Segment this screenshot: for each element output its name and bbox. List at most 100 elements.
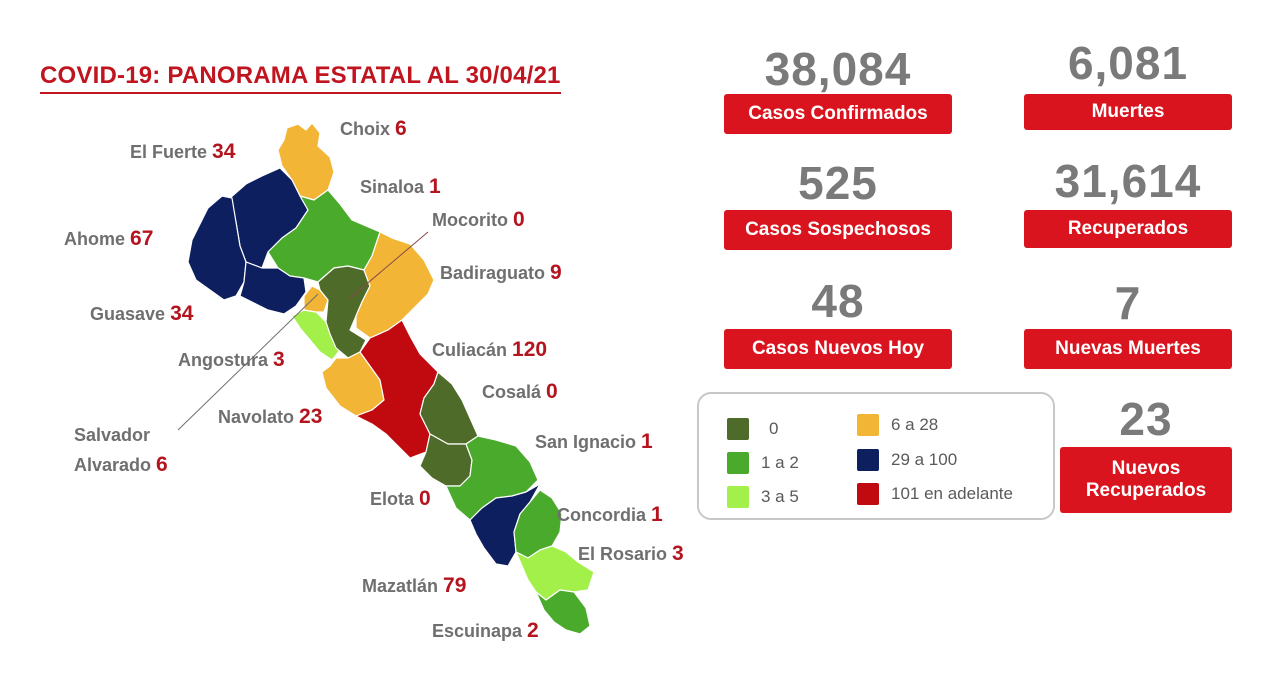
label-name: Elota: [370, 489, 415, 509]
legend-item-0: 0: [727, 418, 778, 440]
label-value: 34: [170, 302, 194, 325]
label-name: Ahome: [64, 229, 126, 249]
label-value: 3: [672, 542, 684, 565]
confirmados-value: 38,084: [764, 43, 912, 95]
legend-swatch: [857, 483, 879, 505]
legend-swatch: [857, 449, 879, 471]
nuevas-muertes-value: 7: [1114, 277, 1142, 329]
label-value: 1: [641, 430, 653, 453]
label-name: Choix: [340, 119, 391, 139]
region-mocorito[interactable]: [317, 265, 371, 359]
label-name: El Fuerte: [130, 142, 208, 162]
legend-swatch: [857, 414, 879, 436]
label-value: 23: [299, 405, 323, 428]
label-badiraguato: Badiraguato 9: [440, 261, 562, 285]
label-value: 0: [513, 208, 525, 231]
region-escuinapa[interactable]: [535, 589, 591, 635]
label-name: Badiraguato: [440, 263, 546, 283]
legend-label: 3 a 5: [761, 487, 799, 506]
legend-label: 101 en adelante: [891, 484, 1013, 503]
page-title: COVID-19: PANORAMA ESTATAL AL 30/04/21: [40, 62, 561, 94]
sospechosos-value: 525: [798, 157, 878, 209]
label-value: 120: [512, 338, 548, 361]
legend-swatch: [727, 486, 749, 508]
label-ahome: Ahome 67: [64, 227, 153, 251]
legend-label: 29 a 100: [891, 450, 958, 469]
label-mazatlan: Mazatlán 79: [362, 574, 466, 598]
label-el-fuerte: El Fuerte 34: [130, 140, 235, 164]
nuevos-recuperados-label: Nuevos Recuperados: [1060, 447, 1232, 513]
sinaloa-map: [177, 122, 595, 635]
pointer-line-mocorito: [349, 231, 429, 299]
label-value: 34: [212, 140, 236, 163]
legend-item-1: 1 a 2: [727, 452, 799, 474]
label-name: Mocorito: [432, 210, 508, 230]
region-concordia[interactable]: [513, 489, 563, 559]
muertes-value: 6,081: [1067, 37, 1189, 89]
label-value: 67: [130, 227, 154, 250]
nuevos-recuperados-line1: Nuevos: [1111, 458, 1181, 479]
region-guasave[interactable]: [239, 261, 307, 315]
label-culiacan: Culiacán 120: [432, 338, 547, 362]
recuperados-label: Recuperados: [1024, 210, 1232, 248]
label-name: Angostura: [178, 350, 268, 370]
recuperados-value: 31,614: [1054, 155, 1202, 207]
label-value: 0: [419, 487, 431, 510]
label-value: 6: [395, 117, 407, 140]
label-salvador-alvarado: Salvador Alvarado 6: [74, 420, 168, 480]
legend-label: 6 a 28: [891, 415, 939, 434]
label-angostura: Angostura 3: [178, 348, 285, 372]
nuevos-hoy-label: Casos Nuevos Hoy: [724, 329, 952, 369]
label-san-ignacio: San Ignacio 1: [535, 430, 653, 454]
label-sinaloa: Sinaloa 1: [360, 175, 441, 199]
legend-item-5: 101 en adelante: [857, 483, 1013, 505]
label-value: 1: [651, 503, 663, 526]
legend-label: 1 a 2: [761, 453, 799, 472]
label-name-line2: Alvarado: [74, 455, 152, 475]
nuevas-muertes-label: Nuevas Muertes: [1024, 329, 1232, 369]
legend-item-3: 6 a 28: [857, 414, 938, 436]
label-name: Cosalá: [482, 382, 542, 402]
label-name: El Rosario: [578, 544, 668, 564]
label-name: Culiacán: [432, 340, 508, 360]
pointer-line-salvador-alvarado: [177, 293, 319, 431]
label-concordia: Concordia 1: [557, 503, 663, 527]
map-legend: 0 1 a 2 3 a 5 6 a 28 29 a 100 101 en ade…: [697, 392, 1055, 520]
label-choix: Choix 6: [340, 117, 407, 141]
label-name-line1: Salvador: [74, 425, 151, 445]
label-name: Guasave: [90, 304, 166, 324]
region-ahome[interactable]: [187, 195, 247, 301]
label-elota: Elota 0: [370, 487, 431, 511]
label-name: Concordia: [557, 505, 647, 525]
legend-label: 0: [769, 419, 779, 438]
label-el-rosario: El Rosario 3: [578, 542, 684, 566]
nuevos-recuperados-line2: Recuperados: [1085, 480, 1207, 501]
label-name: Mazatlán: [362, 576, 439, 596]
label-guasave: Guasave 34: [90, 302, 193, 326]
sospechosos-label: Casos Sospechosos: [724, 210, 952, 250]
nuevos-hoy-value: 48: [811, 275, 865, 327]
legend-item-4: 29 a 100: [857, 449, 957, 471]
label-navolato: Navolato 23: [218, 405, 322, 429]
label-value: 79: [443, 574, 467, 597]
legend-swatch: [727, 452, 749, 474]
label-value: 6: [156, 453, 168, 476]
label-value: 1: [429, 175, 441, 198]
label-name: Escuinapa: [432, 621, 523, 641]
label-name: San Ignacio: [535, 432, 637, 452]
label-name: Sinaloa: [360, 177, 425, 197]
label-cosala: Cosalá 0: [482, 380, 558, 404]
muertes-label: Muertes: [1024, 94, 1232, 130]
label-value: 2: [527, 619, 539, 642]
region-choix[interactable]: [277, 122, 335, 201]
legend-item-2: 3 a 5: [727, 486, 799, 508]
confirmados-label: Casos Confirmados: [724, 94, 952, 134]
label-mocorito: Mocorito 0: [432, 208, 525, 232]
legend-swatch: [727, 418, 749, 440]
label-value: 9: [550, 261, 562, 284]
label-value: 3: [273, 348, 285, 371]
nuevos-recuperados-value: 23: [1119, 393, 1173, 445]
label-value: 0: [546, 380, 558, 403]
label-escuinapa: Escuinapa 2: [432, 619, 539, 643]
label-name: Navolato: [218, 407, 295, 427]
